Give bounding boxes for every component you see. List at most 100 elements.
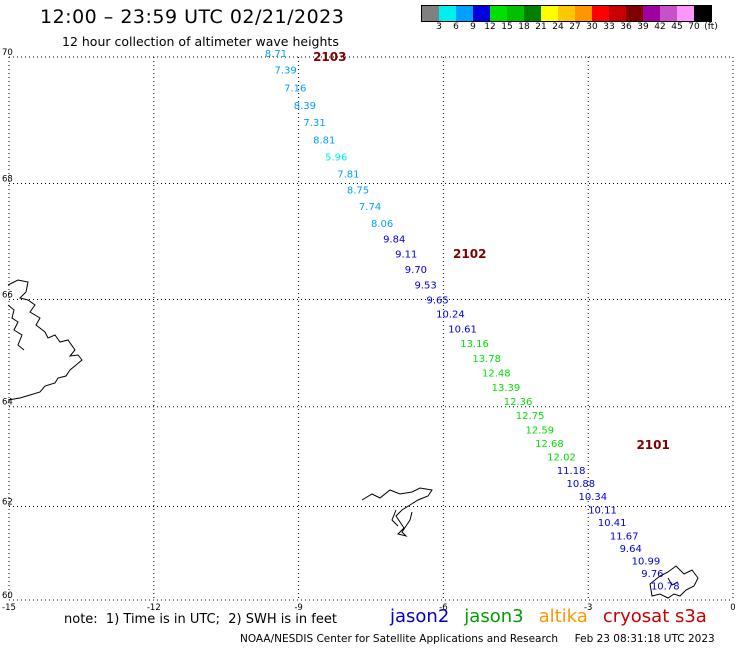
wave-height-value: 8.71 bbox=[265, 49, 287, 60]
wave-height-value: 13.16 bbox=[460, 339, 489, 350]
color-swatch-8 bbox=[558, 6, 575, 21]
lon-tick-label: 0 bbox=[730, 603, 735, 613]
coastline-scotland-west bbox=[7, 279, 83, 401]
lon-tick-label: -12 bbox=[147, 603, 161, 613]
color-swatch-15 bbox=[677, 6, 694, 21]
cycle-labels: 2103 2102 2101 bbox=[313, 50, 670, 452]
color-scale-tick: 18 bbox=[518, 22, 530, 32]
lon-tick-label: -15 bbox=[2, 603, 16, 613]
legend-jason2: jason2 bbox=[390, 606, 450, 627]
color-scale-tick: 33 bbox=[603, 22, 615, 32]
footer-note: note: 1) Time is in UTC; 2) SWH is in fe… bbox=[64, 612, 337, 627]
color-scale-tick: 6 bbox=[453, 22, 459, 32]
wave-height-value: 12.36 bbox=[504, 397, 533, 408]
color-scale-tick: 21 bbox=[535, 22, 547, 32]
wave-height-value: 10.99 bbox=[632, 557, 661, 568]
wave-height-value: 8.06 bbox=[371, 219, 393, 230]
wave-height-value: 11.18 bbox=[557, 466, 586, 477]
coastline-orkney bbox=[361, 487, 433, 537]
coastline bbox=[7, 279, 699, 599]
color-scale-tick: 45 bbox=[671, 22, 683, 32]
color-scale-tick: 42 bbox=[654, 22, 666, 32]
wave-height-value: 8.75 bbox=[347, 186, 369, 197]
lon-tick-label: -3 bbox=[584, 603, 592, 613]
wave-height-value: 9.53 bbox=[414, 280, 436, 291]
lon-tick-label: -9 bbox=[294, 603, 302, 613]
wave-height-value: 13.78 bbox=[472, 354, 501, 365]
cycle-label: 2102 bbox=[453, 247, 486, 261]
map-axes: -15 -12 -9 -6 -3 0 60 62 64 66 68 70 bbox=[2, 48, 736, 613]
color-scale-tick: 30 bbox=[586, 22, 598, 32]
legend-cryosat-s3a: cryosat s3a bbox=[602, 606, 707, 627]
lat-tick-label: 62 bbox=[2, 498, 13, 508]
color-swatch-11 bbox=[609, 6, 626, 21]
color-scale-tick: 27 bbox=[569, 22, 581, 32]
color-swatch-14 bbox=[660, 6, 677, 21]
cycle-label: 2103 bbox=[313, 50, 346, 64]
wave-height-value: 10.34 bbox=[579, 492, 608, 503]
color-swatch-0 bbox=[422, 6, 439, 21]
wave-height-value: 7.31 bbox=[303, 118, 325, 129]
wave-height-value: 10.24 bbox=[436, 310, 465, 321]
wave-height-value: 9.64 bbox=[620, 544, 642, 555]
color-scale-tick: 3 bbox=[436, 22, 442, 32]
wave-height-value: 12.68 bbox=[535, 439, 564, 450]
lat-tick-label: 68 bbox=[2, 174, 13, 184]
wave-height-value: 9.76 bbox=[641, 569, 663, 580]
color-scale-tick: 24 bbox=[552, 22, 564, 32]
wave-height-value: 8.81 bbox=[313, 136, 335, 147]
lat-tick-label: 66 bbox=[2, 290, 13, 300]
color-scale-tick: 12 bbox=[484, 22, 496, 32]
color-scale-tick: 39 bbox=[637, 22, 649, 32]
page-title: 12:00 – 23:59 UTC 02/21/2023 bbox=[40, 6, 345, 28]
wave-height-value: 12.75 bbox=[516, 411, 545, 422]
cycle-label: 2101 bbox=[636, 438, 669, 452]
wave-height-value: 10.11 bbox=[588, 505, 617, 516]
color-swatch-7 bbox=[541, 6, 558, 21]
color-swatch-5 bbox=[507, 6, 524, 21]
wave-height-value: 10.88 bbox=[566, 479, 595, 490]
wave-height-value: 12.48 bbox=[482, 368, 511, 379]
color-swatch-9 bbox=[575, 6, 592, 21]
coastline-shetland bbox=[649, 565, 699, 599]
wave-height-value: 8.39 bbox=[294, 101, 316, 112]
lat-tick-label: 70 bbox=[2, 48, 13, 58]
wave-height-value: 10.41 bbox=[598, 518, 627, 529]
wave-height-value: 13.39 bbox=[492, 383, 521, 394]
color-swatch-12 bbox=[626, 6, 643, 21]
wave-height-value: 10.61 bbox=[448, 325, 477, 336]
color-scale-bar bbox=[421, 5, 712, 22]
satellite-legend: jason2 jason3 altika cryosat s3a bbox=[390, 606, 707, 627]
color-swatch-16 bbox=[694, 6, 711, 21]
page-subtitle: 12 hour collection of altimeter wave hei… bbox=[62, 34, 339, 49]
color-scale-tick: 15 bbox=[501, 22, 513, 32]
map-grid bbox=[8, 56, 734, 601]
lon-tick-label: -6 bbox=[439, 603, 447, 613]
wave-height-value: 7.81 bbox=[337, 169, 359, 180]
wave-height-value: 7.74 bbox=[359, 202, 381, 213]
wave-height-value: 9.70 bbox=[405, 265, 427, 276]
footer-credit: NOAA/NESDIS Center for Satellite Applica… bbox=[240, 633, 715, 645]
wave-height-value: 5.96 bbox=[325, 152, 347, 163]
wave-height-value: 12.02 bbox=[547, 452, 576, 463]
wave-height-value: 7.16 bbox=[284, 84, 306, 95]
wave-height-value: 9.65 bbox=[427, 295, 449, 306]
color-scale-tick: 36 bbox=[620, 22, 632, 32]
wave-height-value: 12.59 bbox=[525, 425, 554, 436]
color-swatch-1 bbox=[439, 6, 456, 21]
wave-height-value: 10.78 bbox=[651, 582, 680, 593]
wave-height-observations: 8.71 7.39 7.16 8.39 7.31 8.81 5.96 7.81 8.75 7.74… bbox=[265, 49, 680, 593]
color-swatch-10 bbox=[592, 6, 609, 21]
color-swatch-3 bbox=[473, 6, 490, 21]
color-swatch-13 bbox=[643, 6, 660, 21]
lat-tick-label: 64 bbox=[2, 398, 13, 408]
wave-height-value: 9.11 bbox=[395, 250, 417, 261]
color-scale-tick: 70 bbox=[688, 22, 700, 32]
wave-height-value: 7.39 bbox=[274, 65, 296, 76]
legend-altika: altika bbox=[538, 606, 588, 627]
color-scale-tick: 9 bbox=[470, 22, 476, 32]
lat-tick-label: 60 bbox=[2, 591, 13, 601]
legend-jason3: jason3 bbox=[464, 606, 524, 627]
wave-height-value: 9.84 bbox=[383, 235, 405, 246]
